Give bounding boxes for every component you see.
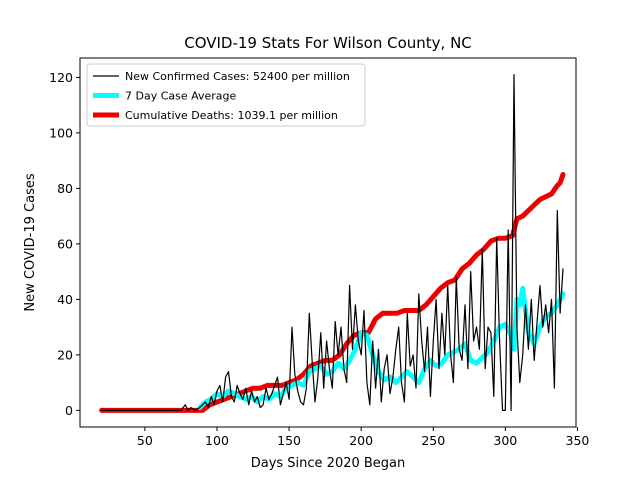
y-axis: 0 20 40 60 80 100 120 xyxy=(49,70,80,418)
legend: New Confirmed Cases: 52400 per million 7 … xyxy=(86,63,366,127)
x-axis: 50 100 150 200 250 300 350 xyxy=(137,427,589,448)
x-tick-label: 150 xyxy=(277,433,301,448)
y-tick-label: 0 xyxy=(65,403,73,418)
y-tick-label: 80 xyxy=(57,181,73,196)
y-tick-label: 20 xyxy=(57,347,73,362)
y-tick-label: 120 xyxy=(49,70,73,85)
y-tick-label: 40 xyxy=(57,292,73,307)
x-tick-label: 100 xyxy=(205,433,229,448)
x-tick-label: 200 xyxy=(349,433,373,448)
legend-label: Cumulative Deaths: 1039.1 per million xyxy=(125,109,338,122)
x-tick-label: 250 xyxy=(421,433,445,448)
x-tick-label: 50 xyxy=(137,433,153,448)
legend-label: 7 Day Case Average xyxy=(125,90,237,103)
series-line-0 xyxy=(100,73,564,411)
chart-title: COVID-19 Stats For Wilson County, NC xyxy=(184,34,472,52)
axes-frame xyxy=(79,57,577,428)
x-tick-label: 300 xyxy=(493,433,517,448)
y-tick-label: 100 xyxy=(49,125,73,140)
legend-label: New Confirmed Cases: 52400 per million xyxy=(125,70,350,83)
y-tick-label: 60 xyxy=(57,236,73,251)
x-axis-title: Days Since 2020 Began xyxy=(251,456,406,471)
legend-box xyxy=(86,63,366,127)
x-tick-label: 350 xyxy=(566,433,590,448)
plot-area xyxy=(99,73,566,413)
y-axis-title: New COVID-19 Cases xyxy=(23,173,38,311)
